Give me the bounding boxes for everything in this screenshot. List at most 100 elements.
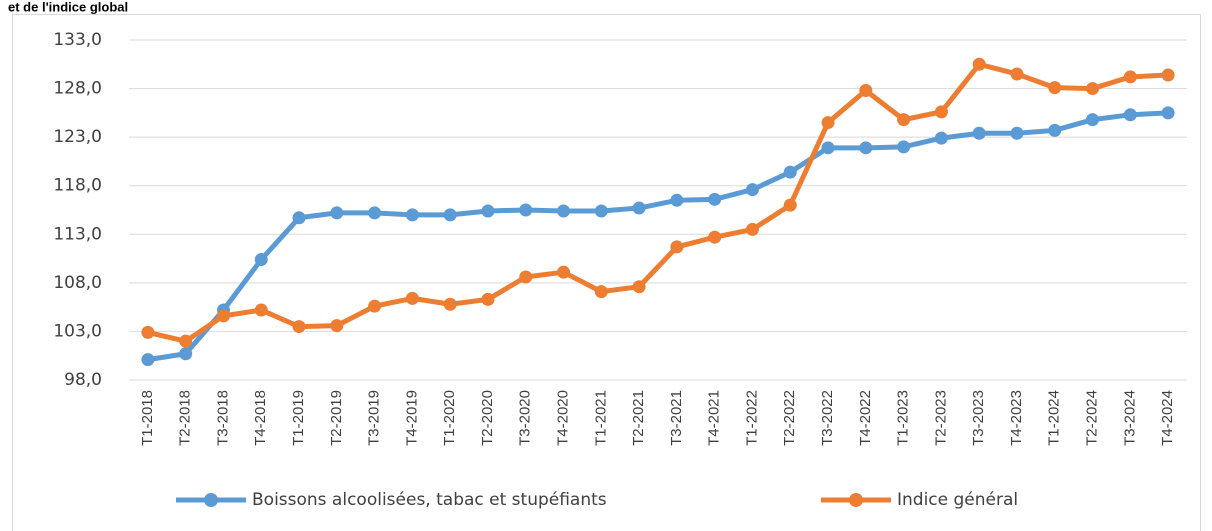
chart-frame: [12, 14, 1201, 531]
data-point: [1010, 67, 1024, 81]
x-tick-label: T4-2024: [1159, 390, 1176, 446]
x-tick-label: T2-2023: [932, 390, 949, 446]
data-point: [292, 211, 306, 225]
y-tick-label: 108,0: [53, 273, 102, 293]
y-tick-label: 128,0: [53, 79, 102, 99]
data-point: [330, 206, 344, 220]
y-tick-label: 118,0: [53, 176, 102, 196]
legend-label: Indice général: [897, 490, 1018, 510]
data-point: [859, 84, 873, 98]
data-point: [1086, 82, 1100, 96]
data-point: [292, 320, 306, 334]
data-point: [254, 253, 268, 267]
x-tick-label: T4-2021: [706, 390, 723, 446]
data-point: [443, 297, 457, 311]
legend-marker: [849, 493, 863, 507]
data-point: [1048, 81, 1062, 95]
data-point: [783, 198, 797, 212]
data-point: [783, 165, 797, 179]
x-tick-label: T4-2019: [403, 390, 420, 446]
data-point: [481, 292, 495, 306]
data-point: [632, 201, 646, 215]
data-point: [557, 204, 571, 218]
y-tick-label: 113,0: [53, 224, 102, 244]
y-tick-label: 98,0: [64, 370, 102, 390]
data-point: [443, 208, 457, 222]
data-point: [708, 192, 722, 206]
x-tick-label: T2-2024: [1084, 390, 1101, 446]
x-tick-label: T3-2018: [214, 390, 231, 446]
x-tick-label: T1-2020: [441, 390, 458, 446]
legend-marker: [204, 493, 218, 507]
data-point: [405, 208, 419, 222]
x-tick-label: T3-2024: [1121, 390, 1138, 446]
data-point: [632, 280, 646, 294]
data-point: [1010, 126, 1024, 140]
data-point: [934, 131, 948, 145]
data-point: [481, 204, 495, 218]
data-point: [745, 183, 759, 197]
series-line: [147, 110, 1169, 363]
y-tick-label: 133,0: [53, 30, 102, 50]
x-tick-label: T3-2019: [366, 390, 383, 446]
data-point: [557, 265, 571, 279]
data-point: [745, 222, 759, 236]
data-point: [897, 113, 911, 127]
x-tick-label: T1-2021: [592, 390, 609, 446]
chart-title: et de l'indice global: [8, 0, 128, 14]
x-tick-label: T1-2019: [290, 390, 307, 446]
x-tick-label: T1-2024: [1046, 390, 1063, 446]
data-point: [934, 105, 948, 119]
x-tick-label: T3-2021: [668, 390, 685, 446]
x-tick-label: T4-2022: [857, 390, 874, 446]
x-tick-label: T2-2020: [479, 390, 496, 446]
data-point: [594, 204, 608, 218]
data-point: [179, 334, 193, 348]
legend-label: Boissons alcoolisées, tabac et stupéfian…: [252, 490, 607, 510]
data-point: [1048, 123, 1062, 137]
y-tick-label: 103,0: [53, 321, 102, 341]
data-point: [821, 141, 835, 155]
x-tick-label: T2-2021: [630, 390, 647, 446]
data-point: [141, 353, 155, 367]
data-point: [1123, 108, 1137, 122]
x-tick-label: T2-2018: [177, 390, 194, 446]
x-tick-label: T2-2022: [781, 390, 798, 446]
x-tick-label: T1-2022: [743, 390, 760, 446]
data-point: [519, 270, 533, 284]
x-tick-label: T4-2023: [1008, 390, 1025, 446]
data-point: [708, 230, 722, 244]
data-point: [670, 193, 684, 207]
data-point: [972, 126, 986, 140]
x-tick-label: T1-2023: [895, 390, 912, 446]
data-point: [594, 285, 608, 299]
data-point: [368, 299, 382, 313]
data-point: [1123, 70, 1137, 84]
data-point: [405, 291, 419, 305]
x-tick-label: T3-2020: [517, 390, 534, 446]
x-tick-label: T3-2022: [819, 390, 836, 446]
data-point: [1086, 113, 1100, 127]
data-point: [254, 303, 268, 317]
data-point: [519, 203, 533, 217]
data-point: [141, 325, 155, 339]
x-tick-label: T3-2023: [970, 390, 987, 446]
x-tick-label: T4-2018: [252, 390, 269, 446]
data-point: [216, 309, 230, 323]
x-tick-label: T2-2019: [328, 390, 345, 446]
data-point: [897, 140, 911, 154]
data-point: [821, 116, 835, 130]
series-line: [147, 61, 1169, 344]
data-point: [972, 57, 986, 71]
y-tick-label: 123,0: [53, 127, 102, 147]
data-point: [368, 206, 382, 220]
data-point: [670, 240, 684, 254]
data-point: [1161, 68, 1175, 82]
data-point: [859, 141, 873, 155]
x-tick-label: T1-2018: [139, 390, 156, 446]
data-point: [179, 347, 193, 361]
data-point: [330, 319, 344, 333]
x-tick-label: T4-2020: [555, 390, 572, 446]
data-point: [1161, 106, 1175, 120]
